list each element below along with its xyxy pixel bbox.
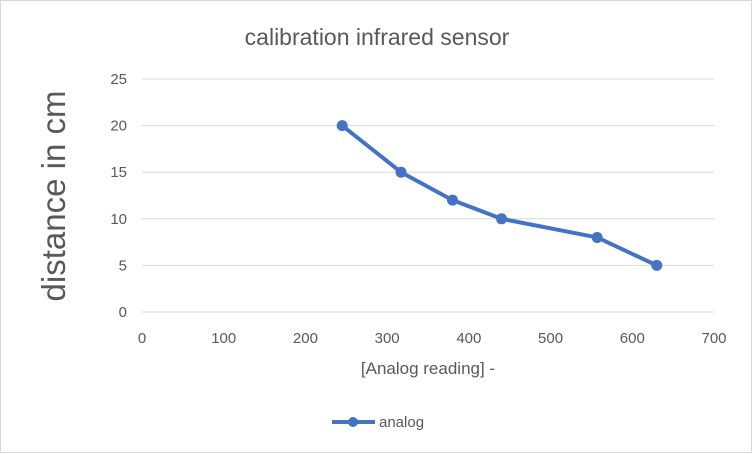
x-tick-label: 300 — [375, 330, 400, 347]
legend-label-analog: analog — [379, 414, 424, 431]
x-tick-label: 700 — [701, 330, 726, 347]
y-tick-label: 10 — [110, 211, 127, 228]
y-tick-label: 5 — [119, 257, 127, 274]
data-point — [395, 166, 407, 178]
data-point — [591, 231, 603, 243]
legend-marker — [348, 417, 358, 427]
y-tick-label: 15 — [110, 164, 127, 181]
x-tick-labels: 0 100 200 300 400 500 600 700 — [138, 330, 727, 347]
y-tick-label: 20 — [110, 118, 127, 135]
data-point — [496, 213, 508, 225]
x-tick-label: 400 — [456, 330, 481, 347]
series-line-analog — [340, 123, 659, 268]
x-tick-label: 600 — [620, 330, 645, 347]
x-tick-label: 500 — [538, 330, 563, 347]
x-tick-label: 0 — [138, 330, 146, 347]
chart-title: calibration infrared sensor — [245, 24, 510, 50]
legend: analog — [332, 414, 424, 431]
data-point — [447, 194, 459, 206]
gridlines — [142, 78, 714, 313]
x-tick-label: 200 — [293, 330, 318, 347]
data-point — [336, 120, 348, 132]
y-tick-label: 25 — [110, 71, 127, 88]
y-axis-label: distance in cm — [35, 91, 72, 302]
data-point — [651, 259, 663, 271]
x-axis-label: [Analog reading] - — [361, 359, 495, 378]
x-tick-label: 100 — [211, 330, 236, 347]
series-layer — [336, 120, 663, 271]
y-tick-labels: 0 5 10 15 20 25 — [110, 71, 127, 321]
y-tick-label: 0 — [119, 304, 127, 321]
